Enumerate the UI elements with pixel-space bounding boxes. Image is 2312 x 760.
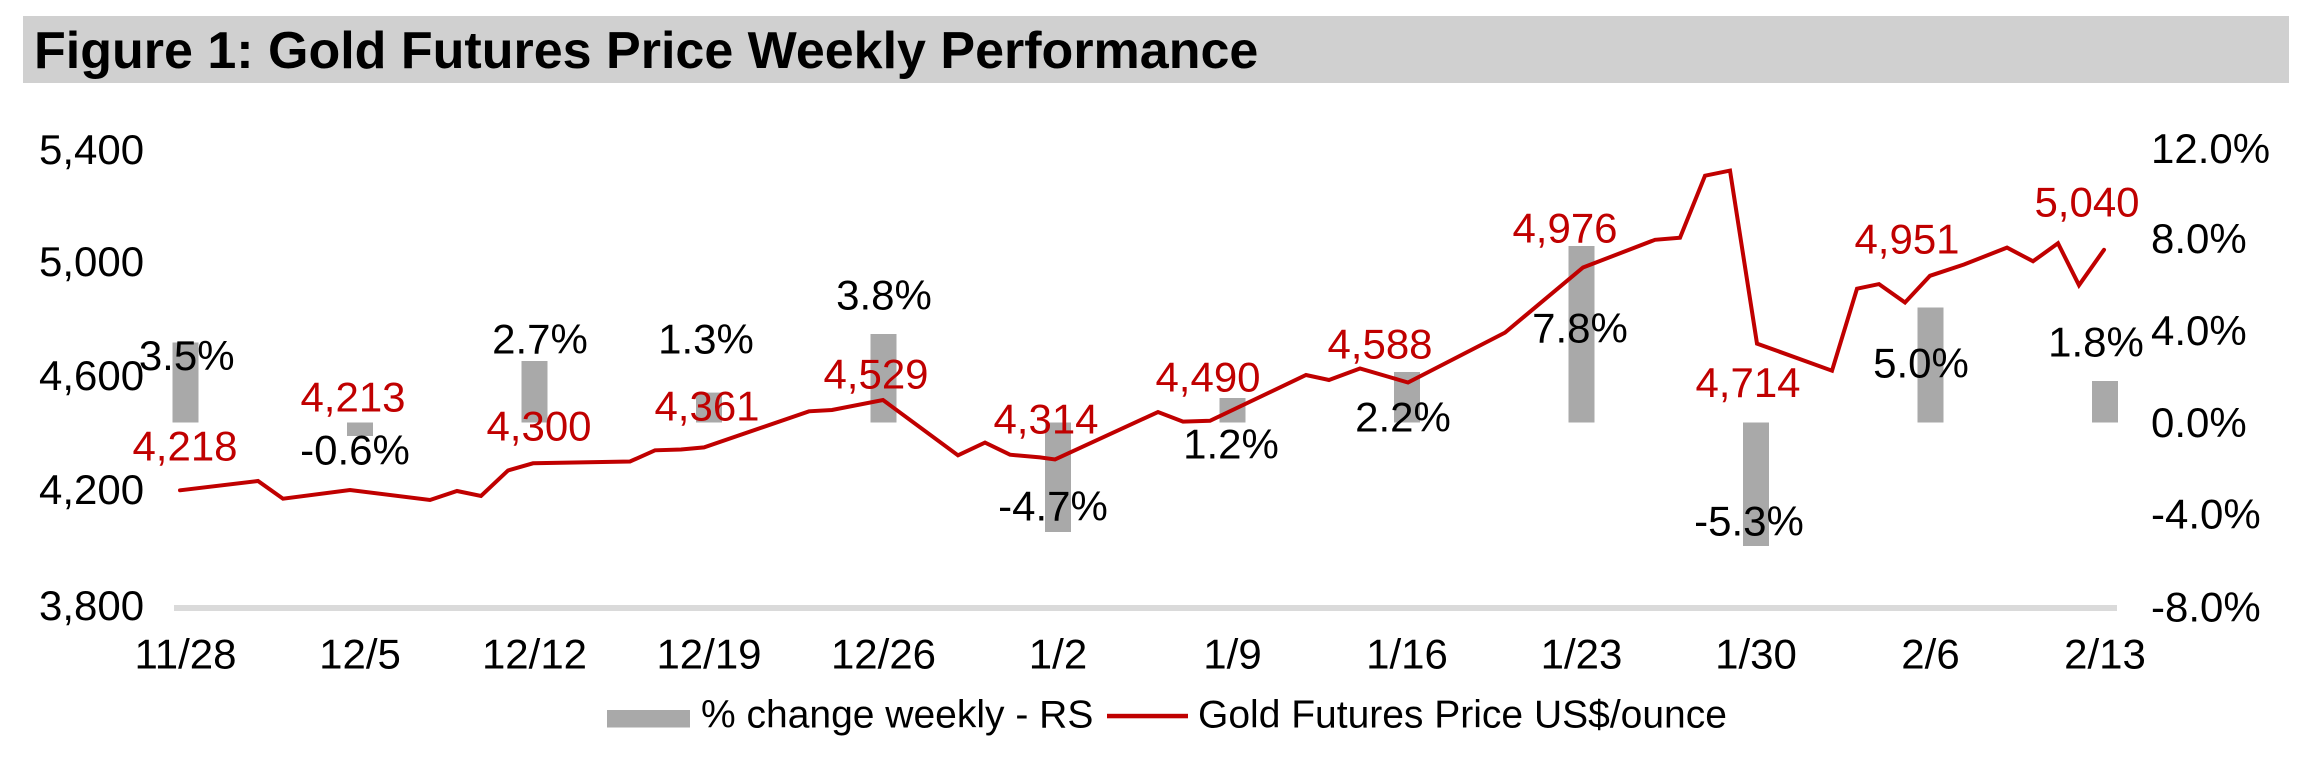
svg-text:1.2%: 1.2% xyxy=(1183,420,1279,467)
svg-text:11/28: 11/28 xyxy=(135,631,237,678)
svg-text:5.0%: 5.0% xyxy=(1873,339,1969,386)
svg-text:-5.3%: -5.3% xyxy=(1694,498,1804,545)
svg-text:2.2%: 2.2% xyxy=(1355,393,1451,440)
svg-text:12.0%: 12.0% xyxy=(2151,125,2270,172)
svg-text:7.8%: 7.8% xyxy=(1532,304,1628,351)
svg-text:4,300: 4,300 xyxy=(486,402,591,449)
svg-text:1/16: 1/16 xyxy=(1366,631,1448,678)
svg-text:4,218: 4,218 xyxy=(132,422,237,469)
svg-text:3.5%: 3.5% xyxy=(139,332,235,379)
svg-text:5,040: 5,040 xyxy=(2034,178,2139,225)
svg-text:4,600: 4,600 xyxy=(39,352,144,399)
svg-text:-8.0%: -8.0% xyxy=(2151,584,2261,631)
svg-text:1/9: 1/9 xyxy=(1203,631,1261,678)
svg-text:12/5: 12/5 xyxy=(319,631,401,678)
svg-text:1/30: 1/30 xyxy=(1715,631,1797,678)
svg-text:-0.6%: -0.6% xyxy=(300,426,410,473)
svg-text:12/12: 12/12 xyxy=(482,631,587,678)
svg-text:Figure 1: Gold Futures Price W: Figure 1: Gold Futures Price Weekly Perf… xyxy=(34,22,1258,80)
svg-text:4,714: 4,714 xyxy=(1695,359,1800,406)
svg-text:4,361: 4,361 xyxy=(654,382,759,429)
svg-text:4,588: 4,588 xyxy=(1327,320,1432,367)
svg-text:4,976: 4,976 xyxy=(1512,204,1617,251)
svg-text:2.7%: 2.7% xyxy=(492,315,588,362)
svg-text:12/19: 12/19 xyxy=(656,631,761,678)
svg-text:Gold Futures Price US$/ounce: Gold Futures Price US$/ounce xyxy=(1198,694,1727,737)
svg-text:4,200: 4,200 xyxy=(39,466,144,513)
svg-text:4,314: 4,314 xyxy=(993,395,1098,442)
svg-text:8.0%: 8.0% xyxy=(2151,215,2247,262)
svg-text:12/26: 12/26 xyxy=(831,631,936,678)
svg-text:0.0%: 0.0% xyxy=(2151,399,2247,446)
svg-text:4.0%: 4.0% xyxy=(2151,307,2247,354)
svg-text:1.8%: 1.8% xyxy=(2048,318,2144,365)
svg-text:4,529: 4,529 xyxy=(823,350,928,397)
svg-text:% change weekly - RS: % change weekly - RS xyxy=(701,694,1093,737)
svg-text:1.3%: 1.3% xyxy=(658,315,754,362)
svg-text:4,951: 4,951 xyxy=(1854,215,1959,262)
svg-text:2/6: 2/6 xyxy=(1901,631,1959,678)
svg-text:4,490: 4,490 xyxy=(1155,353,1260,400)
svg-text:1/23: 1/23 xyxy=(1541,631,1623,678)
svg-text:5,000: 5,000 xyxy=(39,238,144,285)
svg-text:4,213: 4,213 xyxy=(300,373,405,420)
svg-text:-4.0%: -4.0% xyxy=(2151,491,2261,538)
svg-text:5,400: 5,400 xyxy=(39,126,144,173)
svg-text:3.8%: 3.8% xyxy=(836,271,932,318)
svg-text:3,800: 3,800 xyxy=(39,582,144,629)
svg-text:-4.7%: -4.7% xyxy=(998,483,1108,530)
svg-text:2/13: 2/13 xyxy=(2064,631,2146,678)
svg-text:1/2: 1/2 xyxy=(1029,631,1087,678)
